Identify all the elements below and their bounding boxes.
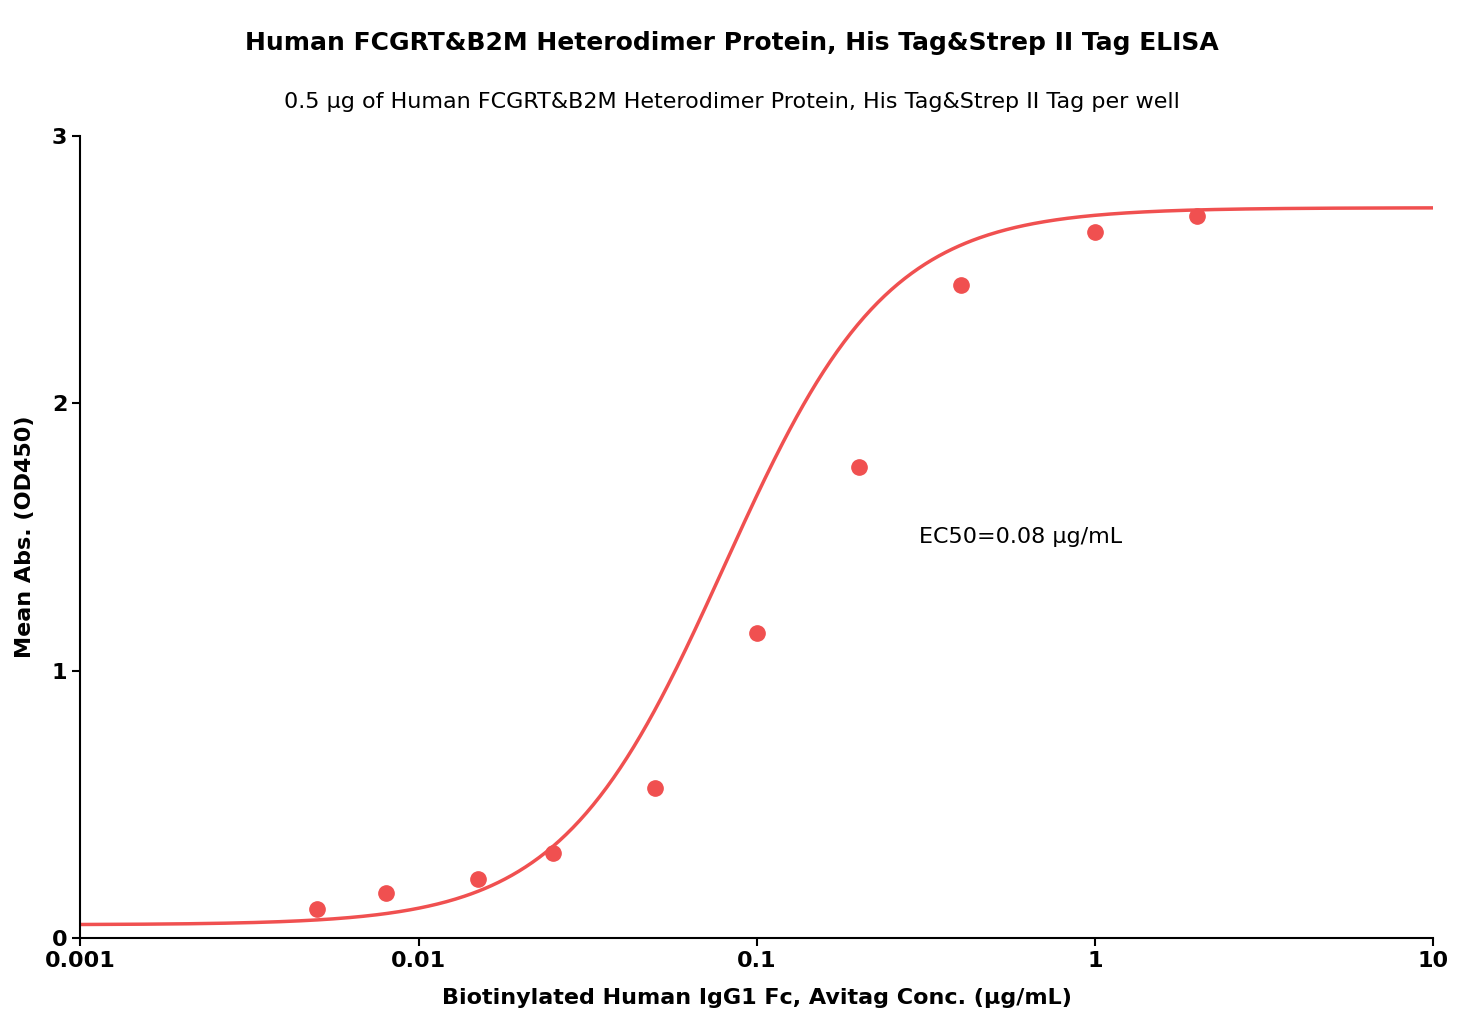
Text: Human FCGRT&B2M Heterodimer Protein, His Tag&Strep II Tag ELISA: Human FCGRT&B2M Heterodimer Protein, His… bbox=[244, 31, 1220, 54]
Y-axis label: Mean Abs. (OD450): Mean Abs. (OD450) bbox=[15, 415, 35, 658]
X-axis label: Biotinylated Human IgG1 Fc, Avitag Conc. (μg/mL): Biotinylated Human IgG1 Fc, Avitag Conc.… bbox=[442, 988, 1072, 1008]
Text: EC50=0.08 μg/mL: EC50=0.08 μg/mL bbox=[919, 527, 1123, 547]
Text: 0.5 μg of Human FCGRT&B2M Heterodimer Protein, His Tag&Strep II Tag per well: 0.5 μg of Human FCGRT&B2M Heterodimer Pr… bbox=[284, 92, 1180, 113]
